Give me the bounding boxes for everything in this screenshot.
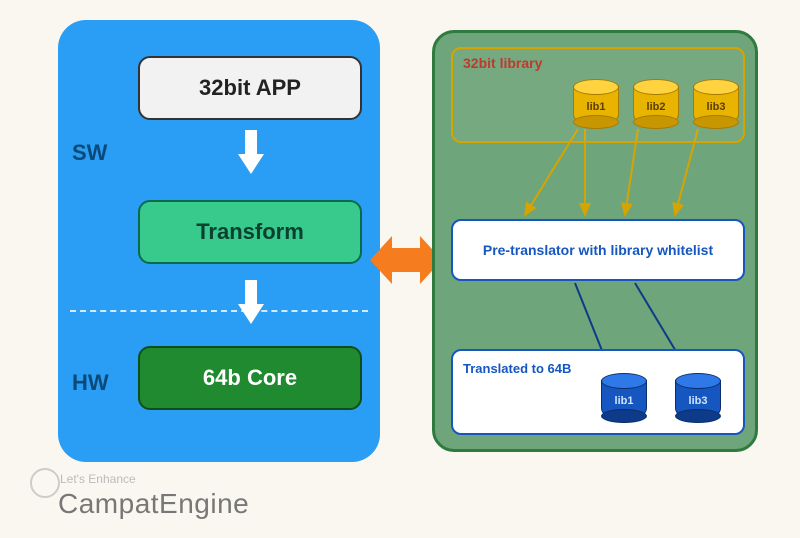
translated-box: Translated to 64B lib1 lib3 [451, 349, 745, 435]
cylinder-lib1-icon: lib1 [573, 79, 619, 129]
left-panel: SW HW 32bit APP Transform 64b Core [58, 20, 380, 462]
lib2-label: lib2 [633, 101, 679, 113]
lib1-label: lib1 [573, 101, 619, 113]
library-frame: 32bit library lib1 lib2 lib3 [451, 47, 745, 143]
box-transform: Transform [138, 200, 362, 264]
translated-title: Translated to 64B [463, 361, 571, 376]
box-32bit-app: 32bit APP [138, 56, 362, 120]
page-title: CampatEngine [58, 488, 249, 520]
cylinder-lib3-icon: lib3 [693, 79, 739, 129]
watermark-text: Let's Enhance [60, 472, 136, 486]
down-arrow-icon [238, 280, 264, 326]
down-arrow-icon [238, 130, 264, 176]
right-panel: 32bit library lib1 lib2 lib3 Pre-transla… [432, 30, 758, 452]
sw-hw-divider [70, 310, 368, 312]
cylinder-lib2-icon: lib2 [633, 79, 679, 129]
hw-label: HW [72, 370, 109, 396]
watermark-icon [30, 468, 60, 498]
box-64b-core: 64b Core [138, 346, 362, 410]
diagram-stage: SW HW 32bit APP Transform 64b Core [0, 0, 800, 538]
lib3-label: lib3 [693, 101, 739, 113]
cylinder-translated-lib3-icon: lib3 [675, 373, 721, 423]
cylinder-translated-lib1-icon: lib1 [601, 373, 647, 423]
sw-label: SW [72, 140, 107, 166]
pretranslator-box: Pre-translator with library whitelist [451, 219, 745, 281]
library-frame-title: 32bit library [463, 55, 542, 71]
tlib1-label: lib1 [601, 395, 647, 407]
tlib3-label: lib3 [675, 395, 721, 407]
